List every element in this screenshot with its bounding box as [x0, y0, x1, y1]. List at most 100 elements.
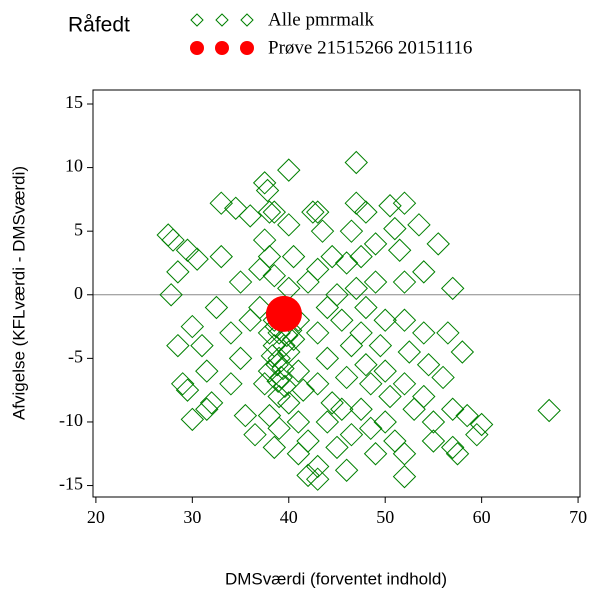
- diamond-marker: [262, 263, 287, 288]
- diamond-marker: [265, 353, 289, 377]
- plot-frame: [92, 89, 581, 498]
- diamond-marker: [416, 353, 441, 377]
- diamond-marker: [277, 158, 301, 182]
- diamond-marker: [166, 260, 190, 284]
- diamond-marker: [219, 372, 243, 396]
- diamond-marker: [339, 422, 364, 447]
- diamond-marker: [204, 295, 229, 320]
- diamond-marker: [373, 359, 397, 383]
- diamond-marker: [175, 378, 200, 402]
- diamond-marker: [378, 384, 402, 409]
- diamond-marker: [465, 422, 489, 447]
- diamond-marker: [305, 257, 330, 282]
- diamond-marker: [228, 270, 253, 294]
- diamond-marker: [301, 200, 325, 224]
- diamond-marker: [330, 308, 354, 332]
- x-tick-label: 50: [376, 507, 394, 527]
- diamond-marker: [199, 391, 224, 415]
- y-tick-label: 5: [74, 219, 83, 239]
- diamond-marker: [156, 223, 180, 247]
- diamond-marker: [277, 213, 301, 237]
- diamond-marker: [248, 295, 272, 320]
- diamond-marker: [238, 308, 262, 332]
- diamond-marker: [257, 244, 282, 269]
- diamond-marker: [421, 410, 446, 434]
- diamond-marker: [359, 372, 383, 396]
- chart-title: Råfedt: [68, 14, 130, 37]
- diamond-marker: [436, 321, 460, 345]
- diamond-marker: [387, 238, 412, 262]
- diamond-marker: [397, 340, 422, 364]
- diamond-marker: [445, 442, 470, 466]
- diamond-marker: [305, 454, 330, 479]
- diamond-marker: [402, 397, 426, 421]
- y-tick-label: 10: [65, 156, 83, 176]
- diamond-marker: [291, 378, 315, 402]
- diamond-marker: [255, 178, 280, 203]
- y-tick-label: -5: [68, 346, 83, 366]
- diamond-marker: [368, 333, 393, 358]
- diamond-marker: [344, 276, 368, 301]
- diamond-marker: [305, 467, 330, 491]
- diamond-marker: [315, 410, 340, 434]
- diamond-marker: [262, 333, 287, 358]
- diamond-marker: [185, 247, 209, 271]
- diamond-marker: [378, 194, 402, 218]
- circle-marker: [265, 295, 302, 332]
- y-tick-label: 0: [74, 283, 83, 303]
- diamond-marker: [260, 344, 285, 368]
- diamond-marker: [392, 442, 417, 466]
- circle-marker: [190, 41, 204, 55]
- diamond-marker: [359, 416, 383, 441]
- diamond-marker: [281, 327, 306, 351]
- diamond-marker: [166, 333, 190, 358]
- diamond-marker: [392, 464, 417, 489]
- diamond-marker: [412, 384, 436, 409]
- x-tick-label: 60: [473, 507, 491, 527]
- diamond-marker: [320, 391, 344, 415]
- diamond-marker: [450, 340, 475, 364]
- y-tick-label: 15: [65, 92, 83, 112]
- diamond-marker: [383, 429, 407, 453]
- diamond-marker: [296, 270, 320, 294]
- diamond-marker: [296, 463, 320, 488]
- diamond-marker: [440, 397, 465, 421]
- diamond-marker: [344, 150, 368, 175]
- diamond-marker: [262, 435, 287, 460]
- diamond-marker: [407, 213, 431, 237]
- diamond-marker: [180, 314, 205, 339]
- diamond-marker: [286, 442, 311, 466]
- diamond-marker: [330, 397, 354, 421]
- diamond-marker: [262, 200, 287, 224]
- diamond-marker: [286, 410, 311, 434]
- diamond-marker: [373, 308, 397, 332]
- diamond-marker: [349, 321, 373, 345]
- diamond-marker: [412, 321, 436, 345]
- diamond-marker: [339, 333, 364, 358]
- diamond-marker: [190, 13, 204, 27]
- diamond-marker: [325, 435, 349, 460]
- diamond-marker: [257, 359, 282, 383]
- diamond-marker: [305, 372, 330, 396]
- diamond-marker: [209, 244, 233, 269]
- diamond-marker: [296, 429, 320, 453]
- diamond-marker: [315, 346, 340, 371]
- diamond-marker: [215, 13, 229, 27]
- diamond-marker: [175, 238, 200, 262]
- diamond-marker: [190, 333, 214, 358]
- x-tick-label: 30: [183, 507, 201, 527]
- diamond-marker: [421, 429, 446, 453]
- diamond-marker: [252, 171, 277, 195]
- diamond-marker: [161, 228, 185, 252]
- diamond-marker: [267, 384, 291, 409]
- diamond-marker: [286, 359, 311, 383]
- diamond-marker: [325, 283, 349, 307]
- diamond-marker: [320, 244, 344, 269]
- diamond-marker: [248, 257, 272, 282]
- diamond-marker: [537, 398, 561, 423]
- diamond-marker: [281, 244, 306, 269]
- diamond-marker: [383, 216, 407, 241]
- diamond-marker: [431, 365, 455, 390]
